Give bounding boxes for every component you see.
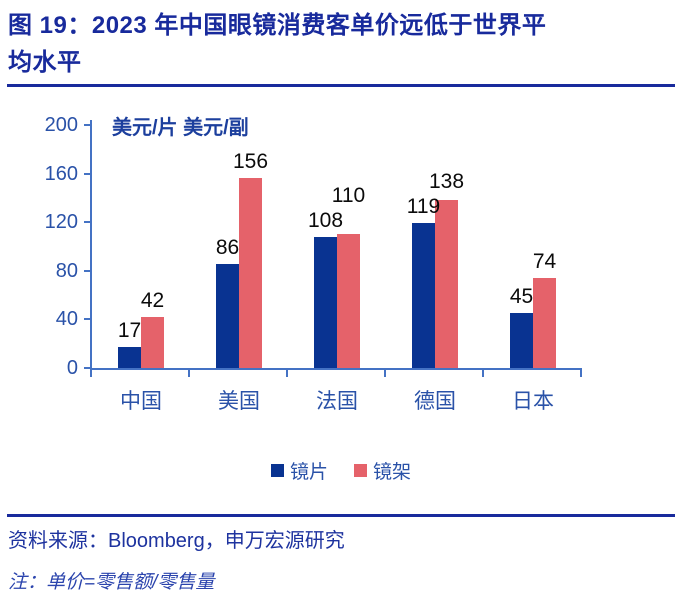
y-axis-tick-label: 40	[55, 308, 78, 331]
legend-label-lenses: 镜片	[289, 462, 328, 483]
bar-lenses-japan	[510, 313, 533, 368]
lenses-swatch-icon	[270, 464, 284, 477]
bar-frames-germany	[435, 200, 458, 368]
legend-item-frames: 镜架	[354, 457, 411, 484]
y-axis-tick-label: 200	[44, 114, 78, 136]
y-axis-tick	[84, 318, 92, 321]
bar-lenses-germany	[412, 223, 435, 368]
note-line: 注：单价=零售额/零售量	[8, 572, 215, 593]
bar-value-label-lenses-france: 108	[307, 208, 344, 232]
bar-value-label-lenses-japan: 45	[509, 285, 534, 309]
y-axis-tick-label: 120	[44, 211, 78, 234]
x-axis-tick	[384, 368, 386, 377]
y-axis-line	[90, 120, 92, 370]
y-axis-tick	[84, 124, 92, 126]
x-axis-tick	[482, 368, 484, 377]
y-axis-tick	[84, 367, 92, 369]
bar-frames-usa	[239, 178, 262, 368]
bar-frames-japan	[533, 278, 556, 368]
x-axis-tick	[90, 368, 92, 377]
bar-lenses-china	[118, 347, 141, 368]
bar-lenses-france	[314, 236, 337, 368]
bar-value-label-frames-france: 110	[331, 183, 366, 207]
x-axis-label-france: 法国	[316, 390, 358, 413]
x-axis-tick	[286, 368, 288, 377]
bar-value-label-lenses-usa: 86	[215, 235, 240, 259]
bar-value-label-frames-germany: 138	[428, 170, 465, 194]
figure-title: 图 19：2023 年中国眼镜消费客单价远低于世界平均水平	[8, 12, 547, 76]
legend-item-lenses: 镜片	[270, 457, 328, 484]
y-axis-tick	[84, 172, 92, 175]
bar-frames-france	[337, 234, 360, 368]
bar-value-label-frames-japan: 74	[532, 250, 557, 274]
title-divider	[7, 84, 675, 87]
legend-label-frames: 镜架	[373, 462, 412, 483]
bar-frames-china	[141, 316, 164, 368]
bar-lenses-usa	[216, 263, 239, 368]
frames-swatch-icon	[354, 464, 367, 477]
x-axis-line	[90, 368, 582, 370]
y-axis-tick-label: 160	[44, 162, 78, 185]
x-axis-tick	[188, 368, 190, 377]
bar-value-label-frames-china: 42	[140, 288, 165, 312]
x-axis-label-usa: 美国	[218, 390, 260, 413]
y-axis-tick	[84, 221, 92, 224]
bar-value-label-lenses-germany: 119	[406, 195, 441, 219]
x-axis-label-germany: 德国	[414, 390, 456, 413]
x-axis-tick	[580, 368, 582, 377]
bar-value-label-lenses-china: 17	[117, 319, 142, 343]
chart-legend: 镜片 镜架	[0, 457, 682, 484]
bar-value-label-frames-usa: 156	[232, 150, 269, 174]
y-axis-tick	[84, 269, 92, 272]
footer-divider	[7, 514, 675, 517]
y-axis-tick-label: 80	[55, 259, 78, 282]
x-axis-label-japan: 日本	[512, 390, 554, 413]
x-axis-label-china: 中国	[120, 390, 162, 413]
y-axis-tick-label: 0	[66, 357, 78, 379]
source-line: 资料来源：Bloomberg，申万宏源研究	[8, 530, 345, 552]
y-axis-unit-label: 美元/片 美元/副	[112, 117, 249, 139]
